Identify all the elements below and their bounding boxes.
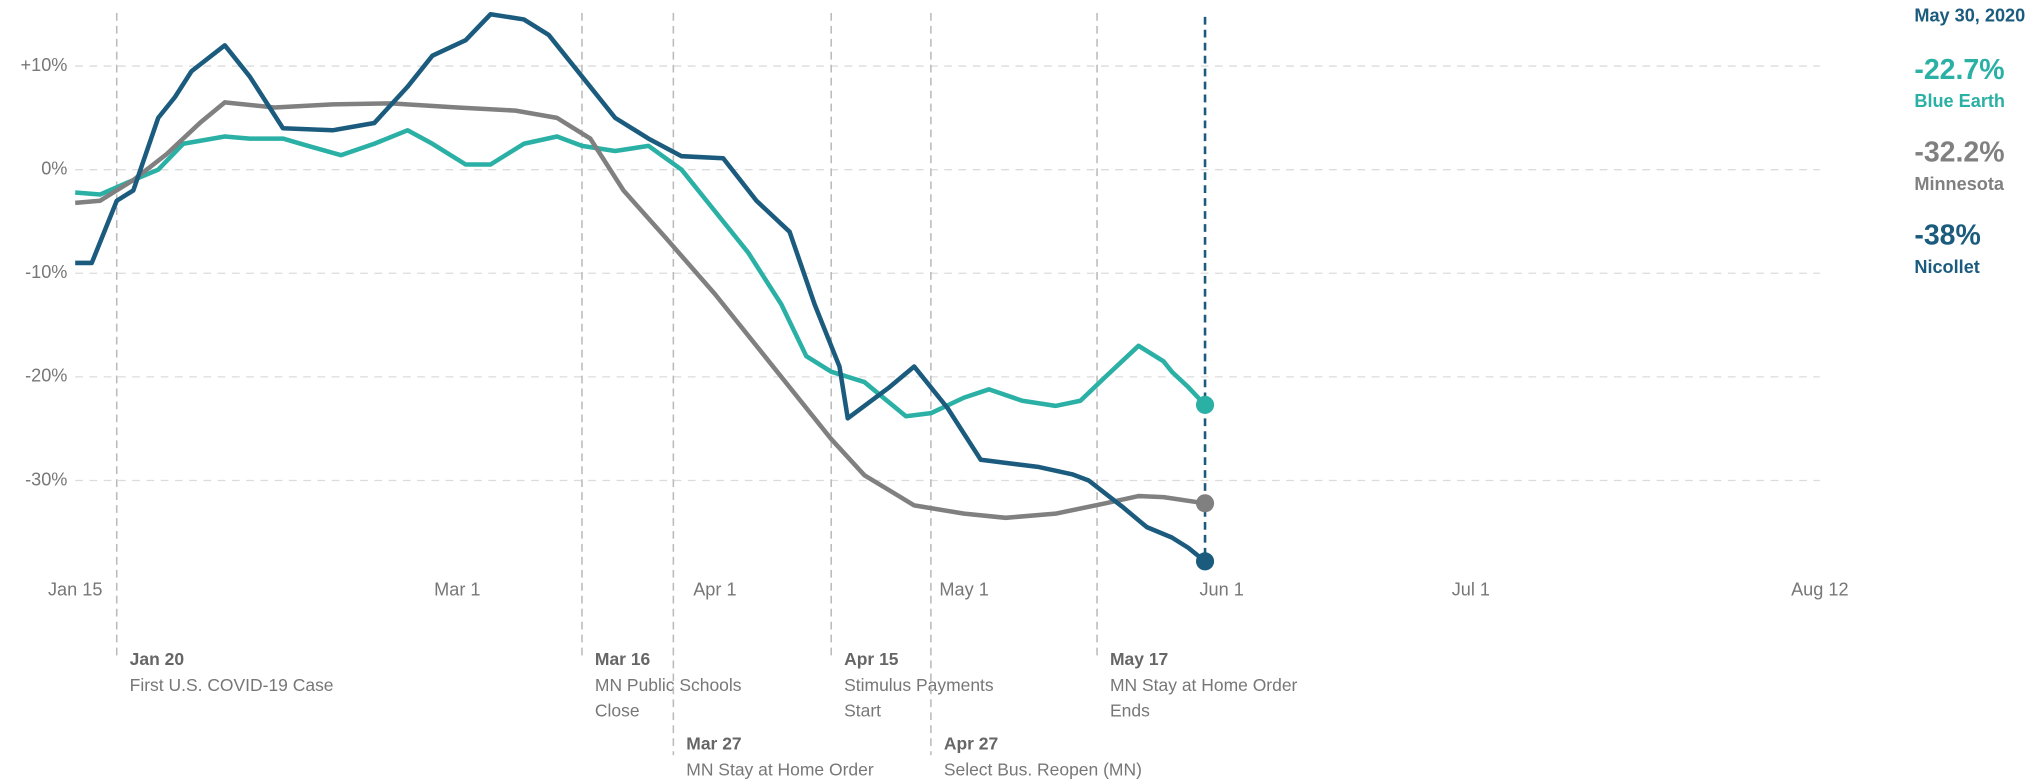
event-text: MN Stay at Home Order	[1110, 675, 1298, 695]
event-title: Mar 27	[686, 733, 741, 753]
y-tick-label: -10%	[25, 262, 67, 282]
series-line	[75, 128, 1207, 419]
series-line	[75, 11, 1207, 564]
end-value: -32.2%	[1914, 137, 2004, 169]
y-tick-label: -30%	[25, 469, 67, 489]
event-text: Start	[844, 700, 881, 720]
end-dot	[1195, 552, 1215, 571]
x-tick-label: Aug 12	[1791, 579, 1848, 599]
event-text: Select Bus. Reopen (MN)	[944, 759, 1142, 779]
event-title: May 17	[1110, 649, 1168, 669]
event-title: Apr 15	[844, 649, 899, 669]
event-text: Close	[595, 700, 640, 720]
event-text: MN Stay at Home Order	[686, 759, 874, 779]
y-tick-label: -20%	[25, 366, 67, 386]
legend-name: Minnesota	[1914, 174, 2005, 194]
end-value: -38%	[1914, 220, 1981, 252]
x-tick-label: May 1	[939, 579, 988, 599]
x-tick-label: Jan 15	[48, 579, 102, 599]
x-tick-label: Jun 1	[1199, 579, 1243, 599]
series-line	[75, 100, 1206, 521]
event-text: First U.S. COVID-19 Case	[130, 675, 334, 695]
event-title: Apr 27	[944, 733, 998, 753]
event-text: Ends	[1110, 700, 1150, 720]
end-dot	[1195, 494, 1215, 513]
legend-name: Nicollet	[1914, 257, 1979, 277]
x-tick-label: Jul 1	[1452, 579, 1490, 599]
x-tick-label: Mar 1	[434, 579, 480, 599]
event-title: Jan 20	[130, 649, 184, 669]
y-tick-label: +10%	[21, 55, 68, 75]
event-title: Mar 16	[595, 649, 651, 669]
end-dot	[1195, 395, 1215, 414]
event-text: Stimulus Payments	[844, 675, 994, 695]
current-date: May 30, 2020	[1914, 6, 2025, 26]
y-tick-label: 0%	[41, 158, 67, 178]
event-text: MN Public Schools	[595, 675, 742, 695]
legend-name: Blue Earth	[1914, 91, 2005, 111]
end-value: -22.7%	[1914, 54, 2004, 86]
x-tick-label: Apr 1	[693, 579, 736, 599]
